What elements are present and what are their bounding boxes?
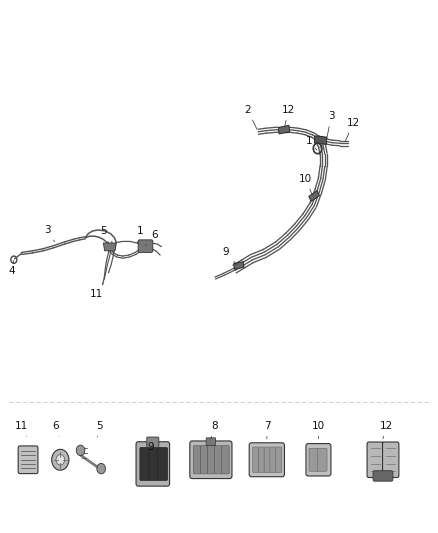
- Text: 9: 9: [147, 442, 154, 451]
- Text: 6: 6: [145, 230, 157, 246]
- FancyBboxPatch shape: [140, 448, 149, 480]
- FancyBboxPatch shape: [366, 442, 382, 478]
- Text: 1: 1: [305, 136, 316, 150]
- FancyBboxPatch shape: [305, 443, 330, 476]
- Polygon shape: [278, 125, 289, 134]
- Text: 10: 10: [311, 421, 324, 439]
- Circle shape: [76, 445, 85, 456]
- FancyBboxPatch shape: [258, 447, 264, 473]
- Polygon shape: [308, 190, 319, 201]
- Text: 1: 1: [136, 226, 143, 243]
- FancyBboxPatch shape: [136, 442, 169, 486]
- FancyBboxPatch shape: [252, 447, 258, 473]
- FancyBboxPatch shape: [372, 471, 392, 481]
- Polygon shape: [103, 243, 116, 251]
- FancyBboxPatch shape: [189, 441, 231, 479]
- FancyBboxPatch shape: [249, 443, 284, 477]
- Text: 10: 10: [298, 174, 311, 195]
- FancyBboxPatch shape: [264, 447, 270, 473]
- Text: 8: 8: [210, 421, 217, 439]
- FancyBboxPatch shape: [317, 448, 326, 471]
- Text: 12: 12: [379, 421, 392, 439]
- Circle shape: [97, 463, 105, 474]
- FancyBboxPatch shape: [269, 447, 276, 473]
- FancyBboxPatch shape: [308, 448, 318, 471]
- Text: 3: 3: [326, 111, 334, 139]
- FancyBboxPatch shape: [206, 438, 215, 446]
- Text: 12: 12: [281, 105, 294, 127]
- FancyBboxPatch shape: [138, 240, 152, 253]
- Text: 3: 3: [44, 225, 54, 241]
- FancyBboxPatch shape: [275, 447, 281, 473]
- FancyBboxPatch shape: [207, 446, 215, 474]
- FancyBboxPatch shape: [146, 437, 159, 448]
- Text: 12: 12: [345, 118, 360, 141]
- Text: 9: 9: [222, 247, 236, 264]
- FancyBboxPatch shape: [200, 446, 207, 474]
- FancyBboxPatch shape: [381, 442, 398, 478]
- Text: 5: 5: [95, 421, 102, 437]
- Text: 2: 2: [244, 105, 256, 129]
- FancyBboxPatch shape: [193, 446, 200, 474]
- FancyBboxPatch shape: [221, 446, 229, 474]
- Text: 11: 11: [90, 283, 103, 298]
- Text: 11: 11: [15, 421, 28, 437]
- Text: 5: 5: [100, 226, 109, 243]
- FancyBboxPatch shape: [214, 446, 222, 474]
- Polygon shape: [314, 136, 326, 144]
- Circle shape: [56, 455, 64, 465]
- Circle shape: [52, 449, 69, 470]
- Text: 7: 7: [264, 421, 270, 439]
- Text: 6: 6: [52, 421, 59, 437]
- Polygon shape: [233, 262, 244, 269]
- FancyBboxPatch shape: [157, 448, 167, 480]
- FancyBboxPatch shape: [148, 448, 158, 480]
- Text: 4: 4: [9, 260, 15, 276]
- FancyBboxPatch shape: [18, 446, 38, 474]
